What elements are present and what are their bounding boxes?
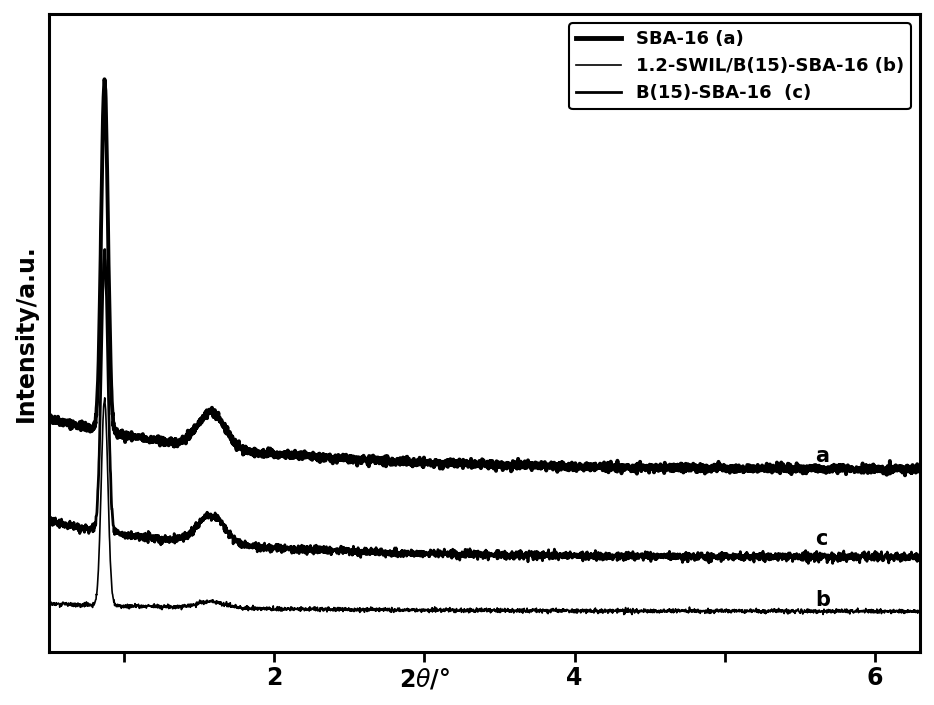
Y-axis label: Intensity/a.u.: Intensity/a.u. <box>14 244 38 422</box>
Text: c: c <box>815 529 828 549</box>
Text: a: a <box>815 446 829 466</box>
Text: b: b <box>815 590 830 610</box>
Legend: SBA-16 (a), 1.2-SWIL/B(15)-SBA-16 (b), B(15)-SBA-16  (c): SBA-16 (a), 1.2-SWIL/B(15)-SBA-16 (b), B… <box>569 23 911 109</box>
